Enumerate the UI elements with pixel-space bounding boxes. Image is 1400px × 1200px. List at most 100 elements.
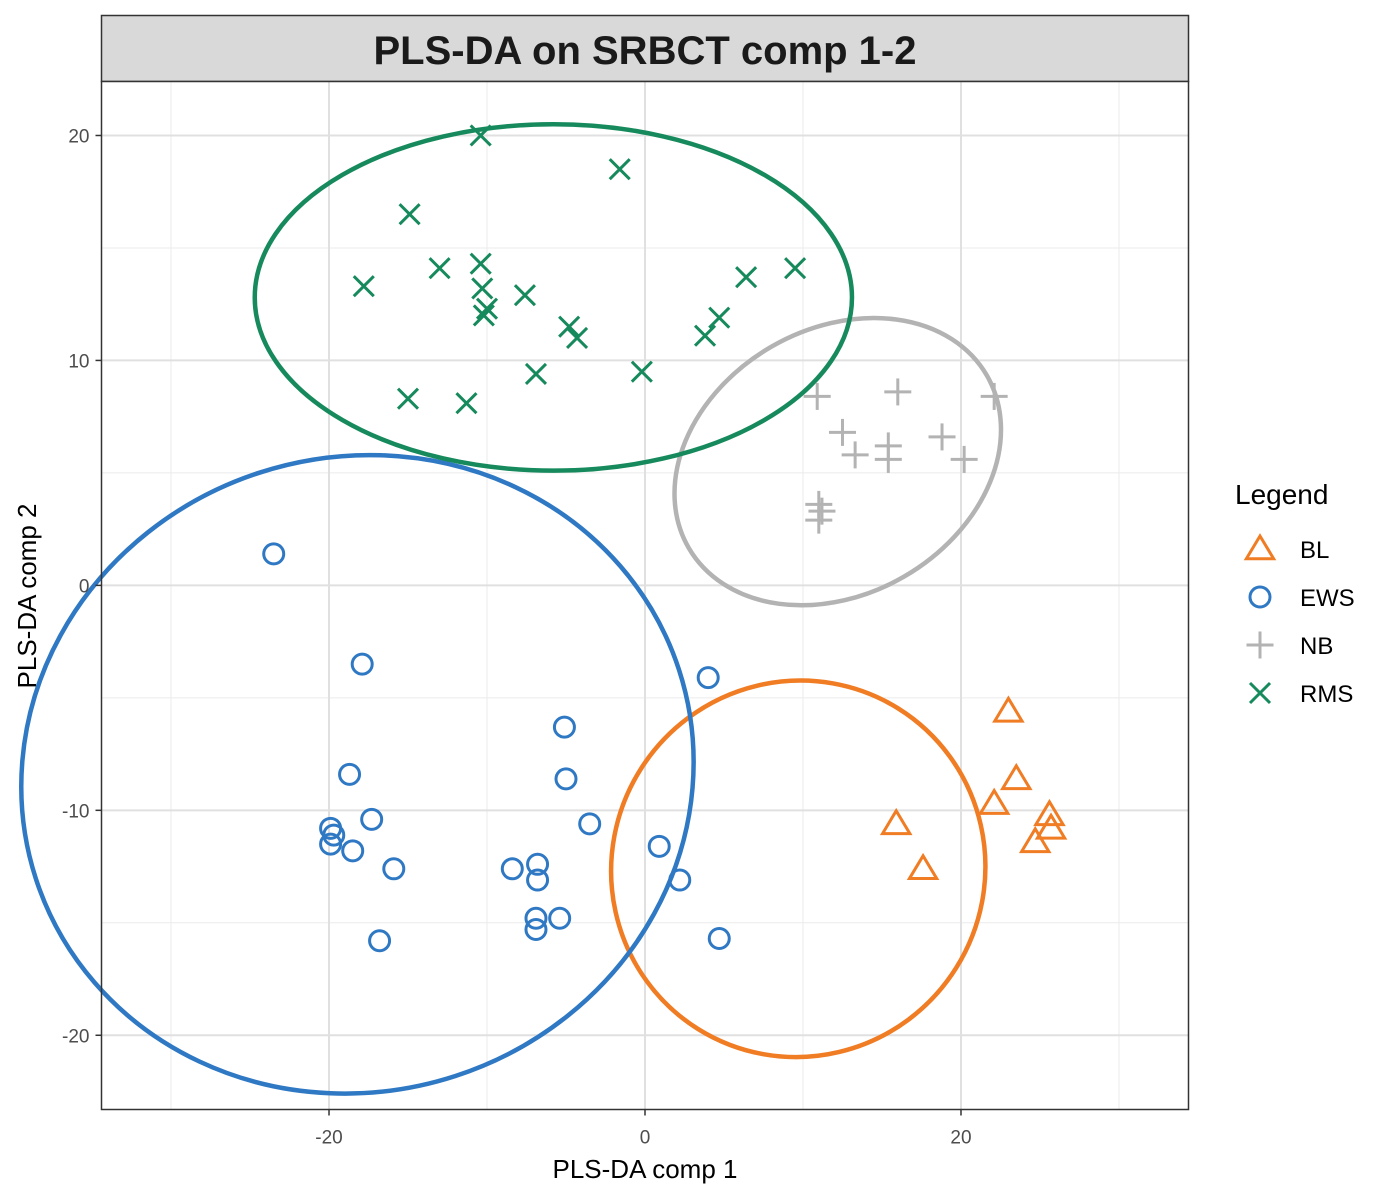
y-tick-label: 10 [68,351,89,372]
point-rms [396,387,420,410]
x-axis-title: PLS-DA comp 1 [553,1154,738,1184]
point-ews [338,762,362,786]
point-rms [428,257,451,280]
point-ews [696,666,720,690]
point-rms [693,324,717,347]
point-ews-shape [524,918,548,942]
point-rms [398,203,421,226]
point-nb [803,382,831,410]
legend-label-nb: NB [1300,633,1333,660]
ellipse-nb [672,315,1004,608]
point-rms-d2 [472,304,495,327]
point-rms [469,124,492,147]
point-nb [980,382,1008,410]
point-ews [668,868,692,892]
legend-label-rms: RMS [1300,681,1353,708]
legend-label-bl: BL [1300,537,1329,564]
point-rms-d2 [455,392,478,415]
point-ews-shape [668,868,692,892]
legend-key-ews [1248,585,1272,609]
point-rms [608,158,631,181]
chart-title: PLS-DA on SRBCT comp 1-2 [374,29,917,73]
point-rms [513,284,536,307]
point-bl [1034,812,1068,840]
x-tick-label: 20 [950,1128,971,1149]
point-bl [977,787,1011,815]
point-nb [874,445,902,473]
point-ews [647,834,671,858]
point-ews [548,906,572,930]
point-ews [578,812,602,836]
point-ews-shape [548,906,572,930]
point-ews [368,929,392,953]
y-axis-title: PLS-DA comp 2 [12,504,42,689]
point-rms [630,360,653,383]
y-tick-label: 0 [79,576,90,597]
point-ews [526,852,550,876]
point-ews-shape [647,834,671,858]
data-points [262,124,1068,953]
ellipse-bl [608,678,988,1060]
point-ews-shape [526,852,550,876]
point-rms [471,277,494,300]
point-rms [475,297,499,320]
point-bl-shape [1034,812,1068,840]
point-ews [524,906,548,930]
point-rms-d2 [469,124,492,147]
point-bl-shape [1018,825,1052,854]
point-ews-shape [350,652,374,676]
legend-key-bl [1243,533,1277,561]
x-tick-label: 0 [640,1128,651,1149]
point-bl [1033,798,1066,827]
point-bl-shape [977,787,1011,815]
point-ews-shape [552,715,576,739]
point-nb [950,445,978,473]
point-nb [884,378,912,406]
legend-title: Legend [1235,479,1328,510]
point-ews-shape [360,807,384,831]
point-ews [552,715,576,739]
point-rms-d2 [708,306,731,329]
point-ews [341,839,365,863]
point-rms-d2 [396,387,420,410]
point-bl [999,762,1033,791]
grid-major [101,81,1189,1110]
point-rms [352,275,375,298]
x-tick-label: -20 [315,1128,342,1149]
point-ews [707,927,731,951]
point-ews-shape [262,542,286,566]
point-ews-shape [338,762,362,786]
point-bl [906,852,940,881]
point-ews-shape [500,857,524,881]
point-ews [262,542,286,566]
point-ews-shape [526,868,550,892]
ellipse-rms [252,121,855,473]
point-ews [350,652,374,676]
point-ews [524,918,548,942]
x-axis: -20 0 20 [315,1109,972,1149]
point-ews-shape [554,767,578,791]
point-rms-d2 [735,266,758,289]
point-rms-d2 [471,277,494,300]
point-rms-d2 [524,362,548,385]
point-rms [524,362,548,385]
point-bl-shape [992,695,1025,723]
legend-key-rms [1248,681,1272,705]
y-axis: 20 10 0 -10 -20 [62,126,102,1047]
point-bl-shape [879,807,913,836]
point-ews-shape [382,857,406,881]
point-bl [1018,825,1052,854]
point-rms [566,326,589,349]
confidence-ellipses [19,121,1004,1096]
point-nb [805,506,833,534]
point-rms-d2 [469,252,492,275]
point-ews-shape [578,812,602,836]
legend: Legend BL EWS NB RMS [1235,479,1355,708]
point-rms-d2 [608,158,631,181]
point-nb [841,441,869,469]
point-ews [554,767,578,791]
y-tick-label: -10 [62,801,89,822]
point-rms-d2 [566,326,589,349]
point-nb [828,418,856,446]
